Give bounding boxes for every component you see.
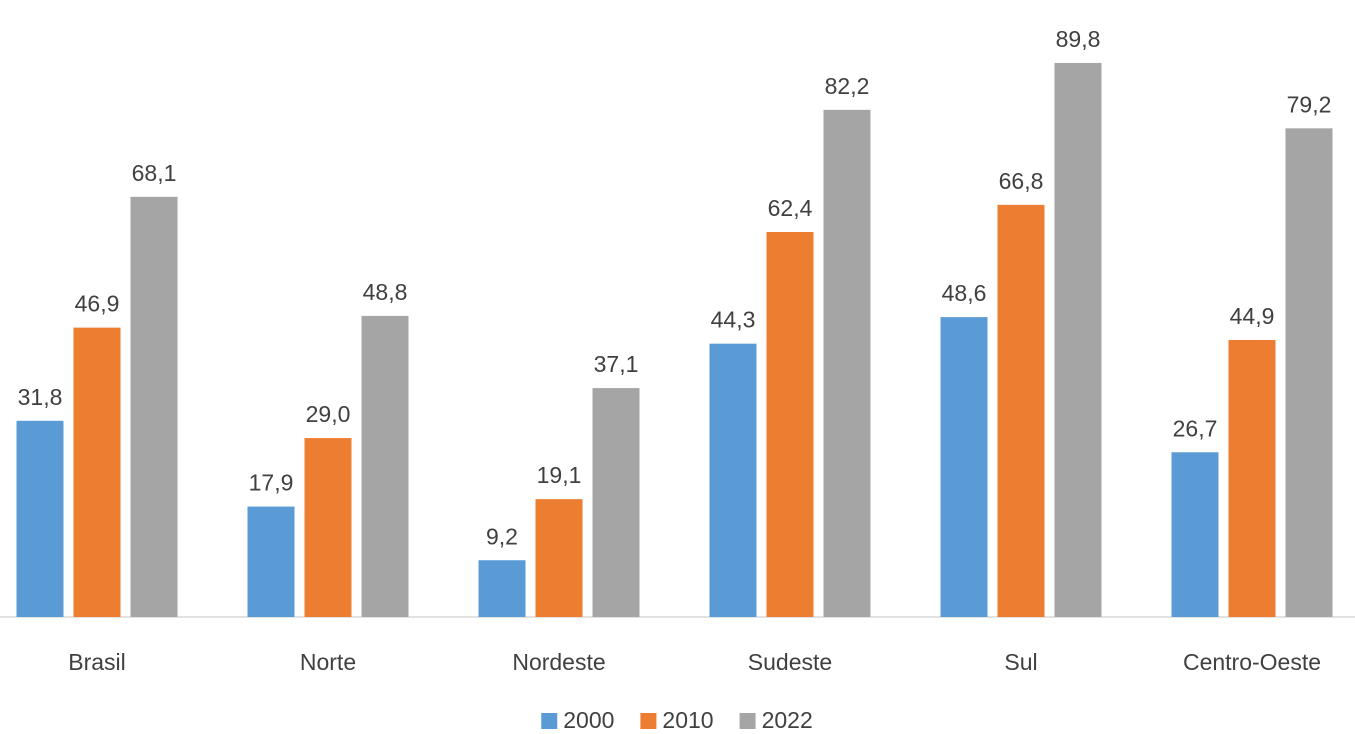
bar (1171, 452, 1219, 617)
value-label: 46,9 (75, 291, 120, 317)
legend-swatch (739, 713, 756, 729)
value-label: 48,8 (363, 279, 408, 305)
bar (16, 420, 64, 617)
value-label: 48,6 (942, 280, 987, 306)
legend-swatch (541, 713, 558, 729)
bar (823, 109, 871, 618)
legend-label: 2010 (662, 707, 713, 733)
bar (1285, 128, 1333, 617)
value-label: 66,8 (999, 168, 1044, 194)
x-tick-label: Centro-Oeste (1183, 649, 1321, 675)
value-label: 44,9 (1230, 303, 1275, 329)
value-label: 17,9 (249, 470, 294, 496)
bar (535, 499, 583, 617)
value-label: 26,7 (1173, 415, 1218, 441)
bar (73, 327, 121, 617)
value-label: 89,8 (1056, 26, 1101, 52)
value-label: 68,1 (132, 160, 177, 186)
bar (1054, 62, 1102, 617)
legend-swatch (640, 713, 657, 729)
value-label: 62,4 (768, 195, 813, 221)
bar (130, 196, 178, 617)
x-tick-label: Brasil (68, 649, 126, 675)
bar (940, 317, 988, 617)
legend: 2000 2010 2022 (541, 707, 813, 733)
x-tick-label: Nordeste (512, 649, 605, 675)
value-label: 19,1 (537, 462, 582, 488)
value-label: 44,3 (711, 307, 756, 333)
bar (361, 315, 409, 617)
bar (478, 560, 526, 617)
bar (766, 231, 814, 617)
value-label: 82,2 (825, 73, 870, 99)
legend-label: 2022 (762, 707, 813, 733)
bar (709, 343, 757, 617)
x-tick-label: Sudeste (748, 649, 832, 675)
bar (997, 204, 1045, 617)
bar (304, 438, 352, 617)
value-label: 9,2 (486, 523, 518, 549)
value-label: 31,8 (18, 384, 63, 410)
legend-label: 2000 (563, 707, 614, 733)
bar (247, 506, 295, 617)
value-label: 79,2 (1287, 91, 1332, 117)
value-label: 37,1 (594, 351, 639, 377)
bar (592, 388, 640, 617)
x-tick-label: Norte (300, 649, 356, 675)
x-tick-label: Sul (1004, 649, 1037, 675)
bar (1228, 339, 1276, 617)
value-label: 29,0 (306, 401, 351, 427)
